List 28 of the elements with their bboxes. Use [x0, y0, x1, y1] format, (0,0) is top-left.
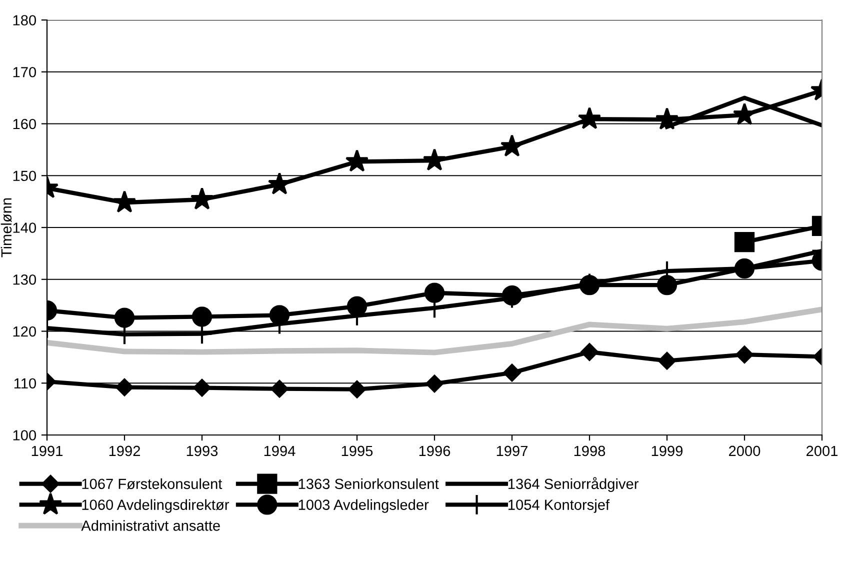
x-tick-label: 1995 [342, 446, 373, 456]
x-tick-label: 1993 [186, 446, 218, 456]
y-tick-label: 110 [14, 378, 36, 389]
x-tick-label: 1992 [109, 446, 140, 456]
legend-label: 1364 Seniorrådgiver [508, 477, 638, 492]
y-tick-label: 160 [13, 118, 36, 130]
x-tick-label: 1997 [496, 446, 528, 456]
x-tick-label: 1994 [264, 446, 296, 456]
legend-label: 1003 Avdelingsleder [298, 499, 429, 513]
legend-label: 1067 Førstekonsulent [82, 478, 222, 490]
x-tick-label: 1991 [32, 446, 63, 456]
y-tick-label: 180 [13, 15, 36, 26]
legend-label: 1060 Avdelingsdirektør [82, 499, 230, 513]
y-tick-label: 120 [13, 326, 36, 337]
y-tick-label: 150 [13, 170, 36, 182]
x-tick-label: 1998 [574, 446, 606, 456]
x-tick-label: 2000 [729, 446, 760, 456]
y-tick-label: 130 [13, 274, 36, 285]
legend-label: 1363 Seniorkonsulent [298, 478, 439, 490]
x-tick-label: 1996 [419, 446, 450, 456]
legend-label: Administrativt ansatte [81, 520, 220, 531]
legend-label: 1054 Kontorsjef [508, 499, 610, 513]
x-tick-label: 2001 [806, 446, 838, 456]
y-tick-label: 100 [13, 430, 36, 440]
y-tick-label: 170 [13, 66, 36, 78]
y-axis-title: Timelønn [0, 198, 12, 258]
y-tick-label: 140 [13, 222, 36, 233]
x-tick-label: 1999 [652, 446, 683, 456]
